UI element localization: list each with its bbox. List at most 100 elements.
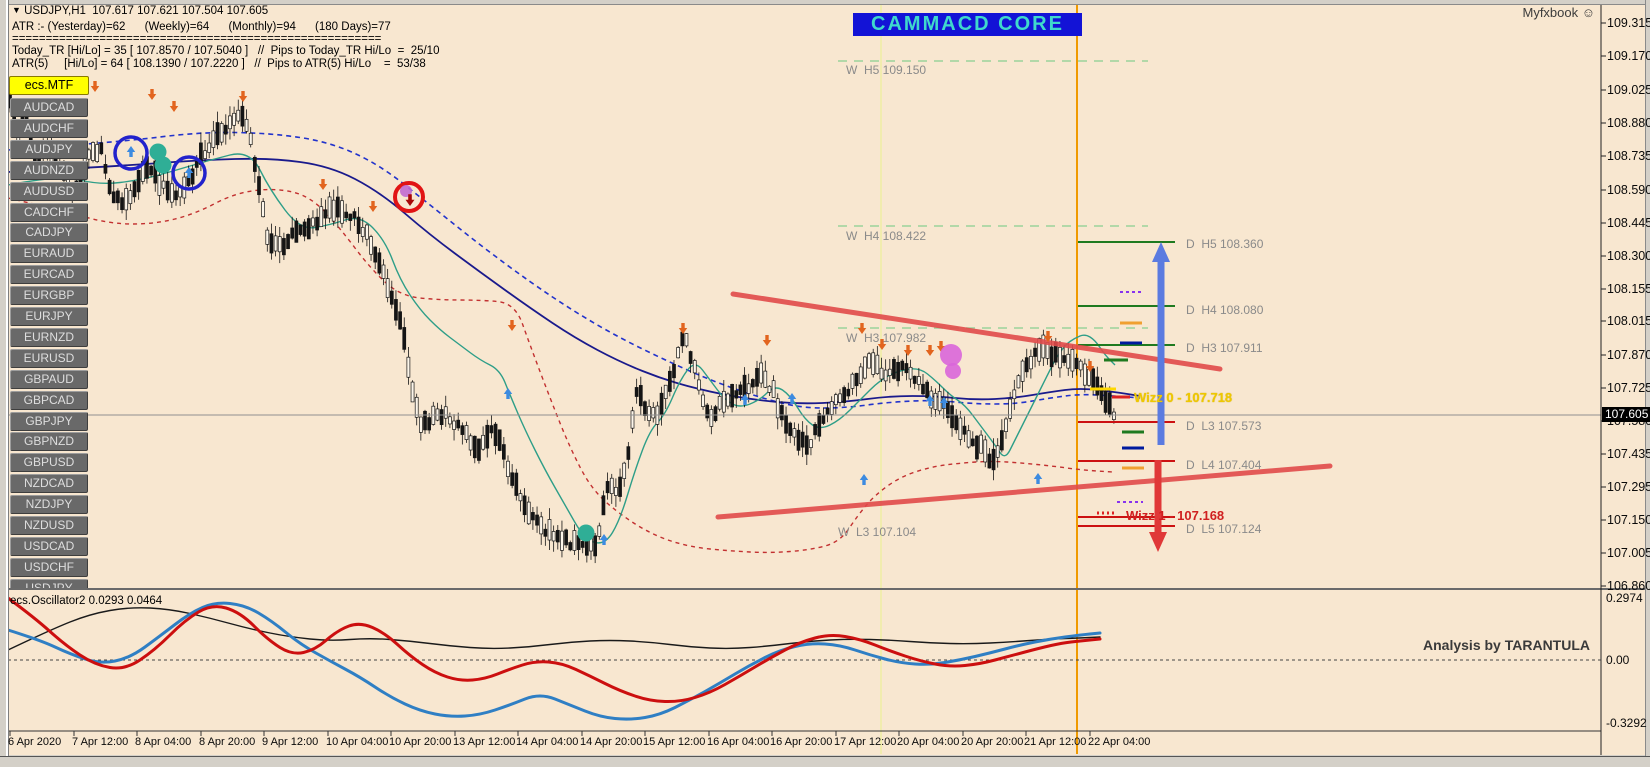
- price-axis-tick: 109.315: [1607, 16, 1650, 30]
- sidebar-item-nzdcad[interactable]: NZDCAD: [10, 474, 88, 493]
- sidebar-item-gbpcad[interactable]: GBPCAD: [10, 391, 88, 410]
- sidebar-item-nzdjpy[interactable]: NZDJPY: [10, 495, 88, 514]
- sidebar-item-nzdusd[interactable]: NZDUSD: [10, 516, 88, 535]
- sidebar-item-usdcad[interactable]: USDCAD: [10, 537, 88, 556]
- candle-body: [896, 361, 900, 382]
- sidebar-item-audcad[interactable]: AUDCAD: [10, 98, 88, 117]
- candle-body: [348, 213, 353, 221]
- sidebar-item-cadchf[interactable]: CADCHF: [10, 203, 88, 222]
- sidebar-item-usdjpy[interactable]: USDJPY: [10, 579, 88, 588]
- candle-body: [1103, 391, 1108, 413]
- time-axis-tick: 20 Apr 20:00: [961, 736, 1024, 748]
- candle-body: [800, 431, 805, 448]
- sidebar-item-ecs-mtf[interactable]: ecs.MTF: [9, 76, 89, 95]
- candle-body: [385, 278, 390, 298]
- sell-signal-arrow-icon: [1043, 330, 1053, 342]
- candle-body: [460, 425, 465, 435]
- price-axis-tick: 108.155: [1607, 282, 1650, 296]
- candle-body: [1066, 353, 1071, 369]
- candle-body: [937, 391, 942, 412]
- candle-body: [867, 353, 871, 369]
- sell-signal-arrow-icon: [368, 200, 378, 212]
- candle-body: [547, 519, 552, 541]
- candle-body: [1033, 347, 1037, 357]
- candle-body: [219, 123, 224, 143]
- sidebar-item-audnzd[interactable]: AUDNZD: [10, 161, 88, 180]
- candle-body: [236, 109, 241, 122]
- level-label: W H4 108.422: [846, 229, 927, 243]
- sidebar-item-gbpaud[interactable]: GBPAUD: [10, 370, 88, 389]
- candle-body: [999, 430, 1004, 451]
- sidebar-item-audjpy[interactable]: AUDJPY: [10, 140, 88, 159]
- candle-body: [149, 165, 153, 176]
- sidebar-item-gbpjpy[interactable]: GBPJPY: [10, 412, 88, 431]
- wizz-label: Wizz 0 - 107.718: [1134, 390, 1233, 405]
- candle-body: [311, 217, 315, 227]
- candle-body: [340, 200, 344, 224]
- candle-body: [846, 388, 851, 397]
- candle-body: [373, 246, 378, 263]
- candle-body: [136, 169, 141, 193]
- candle-body: [306, 218, 311, 240]
- window-frame-top: [0, 0, 1650, 5]
- candle-body: [829, 401, 834, 415]
- candle-body: [381, 264, 386, 279]
- sidebar-item-euraud[interactable]: EURAUD: [10, 244, 88, 263]
- candle-body: [1024, 357, 1029, 373]
- candle-body: [157, 175, 162, 196]
- time-axis-tick: 10 Apr 20:00: [389, 736, 452, 748]
- teal-dot-icon: [154, 156, 172, 174]
- candle-body: [875, 354, 880, 375]
- sidebar-item-audusd[interactable]: AUDUSD: [10, 182, 88, 201]
- sidebar-item-eurjpy[interactable]: EURJPY: [10, 307, 88, 326]
- candle-body: [452, 420, 456, 430]
- price-axis-tick: 107.295: [1607, 480, 1650, 494]
- candle-body: [966, 430, 971, 448]
- candle-body: [531, 512, 535, 521]
- candle-body: [709, 409, 714, 427]
- sidebar-item-eurgbp[interactable]: EURGBP: [10, 286, 88, 305]
- candle-body: [1016, 375, 1021, 389]
- sidebar-item-eurusd[interactable]: EURUSD: [10, 349, 88, 368]
- sidebar-item-gbpusd[interactable]: GBPUSD: [10, 453, 88, 472]
- symbol-dropdown-icon[interactable]: ▼: [12, 5, 21, 15]
- candle-body: [282, 238, 286, 256]
- candle-body: [286, 234, 290, 250]
- candle-body: [663, 384, 668, 399]
- sidebar-item-cadjpy[interactable]: CADJPY: [10, 223, 88, 242]
- sidebar-item-usdchf[interactable]: USDCHF: [10, 558, 88, 577]
- candle-body: [1070, 349, 1075, 372]
- candle-body: [103, 164, 108, 174]
- candle-body: [207, 142, 212, 153]
- candle-body: [813, 424, 817, 436]
- candle-body: [788, 422, 793, 436]
- candle-body: [203, 150, 207, 160]
- sidebar-item-eurnzd[interactable]: EURNZD: [10, 328, 88, 347]
- candle-body: [854, 372, 859, 387]
- candle-body: [651, 407, 656, 419]
- buy-signal-arrow-icon: [503, 388, 513, 400]
- candle-body: [464, 425, 469, 440]
- magenta-dot-icon: [940, 344, 962, 366]
- time-axis-tick: 7 Apr 12:00: [72, 736, 129, 748]
- candle-body: [784, 415, 788, 434]
- candle-body: [755, 367, 759, 387]
- sell-signal-arrow-icon: [318, 178, 328, 190]
- candle-body: [825, 407, 830, 415]
- candle-body: [107, 179, 112, 195]
- candle-body: [713, 406, 718, 422]
- candle-body: [472, 435, 477, 459]
- sidebar-item-gbpnzd[interactable]: GBPNZD: [10, 432, 88, 451]
- time-axis-tick: 21 Apr 12:00: [1024, 736, 1087, 748]
- candle-body: [423, 410, 427, 431]
- main-blue-line: [6, 601, 1102, 721]
- candle-body: [809, 439, 813, 448]
- candle-body: [427, 417, 431, 431]
- candle-body: [1107, 392, 1112, 416]
- sidebar-item-audchf[interactable]: AUDCHF: [10, 119, 88, 138]
- current-price-tag: 107.605: [1602, 407, 1650, 422]
- sidebar-item-eurcad[interactable]: EURCAD: [10, 265, 88, 284]
- price-axis-tick: 107.870: [1607, 348, 1650, 362]
